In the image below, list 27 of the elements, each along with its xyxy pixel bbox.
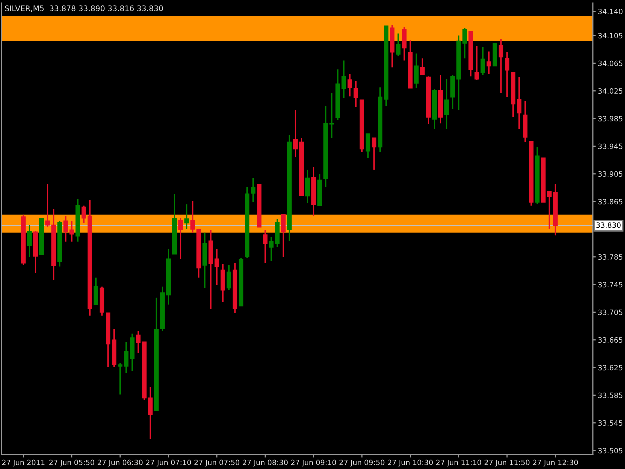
candlestick — [486, 51, 492, 76]
candlestick — [366, 133, 371, 159]
candlestick — [348, 74, 352, 98]
candlestick — [178, 218, 184, 260]
candlestick — [281, 214, 286, 258]
candlestick — [226, 264, 232, 292]
candlestick — [263, 229, 268, 264]
candlestick — [474, 45, 480, 81]
candlestick — [396, 33, 401, 58]
candlestick — [202, 232, 208, 289]
candlestick — [414, 53, 419, 90]
candlestick — [402, 26, 407, 62]
candlestick — [354, 80, 358, 108]
candlestick — [251, 178, 256, 204]
candlestick — [372, 137, 377, 171]
candlestick — [420, 58, 425, 76]
candlestick — [498, 38, 504, 94]
candlestick — [492, 42, 498, 67]
candlestick — [94, 277, 98, 306]
candlestick — [27, 224, 32, 258]
candlestick — [220, 263, 226, 303]
candlestick — [523, 100, 528, 143]
candlestick — [504, 52, 510, 98]
candlestick — [480, 46, 486, 76]
candlestick — [444, 78, 450, 130]
candlestick — [184, 204, 190, 230]
candlestick — [305, 169, 310, 204]
